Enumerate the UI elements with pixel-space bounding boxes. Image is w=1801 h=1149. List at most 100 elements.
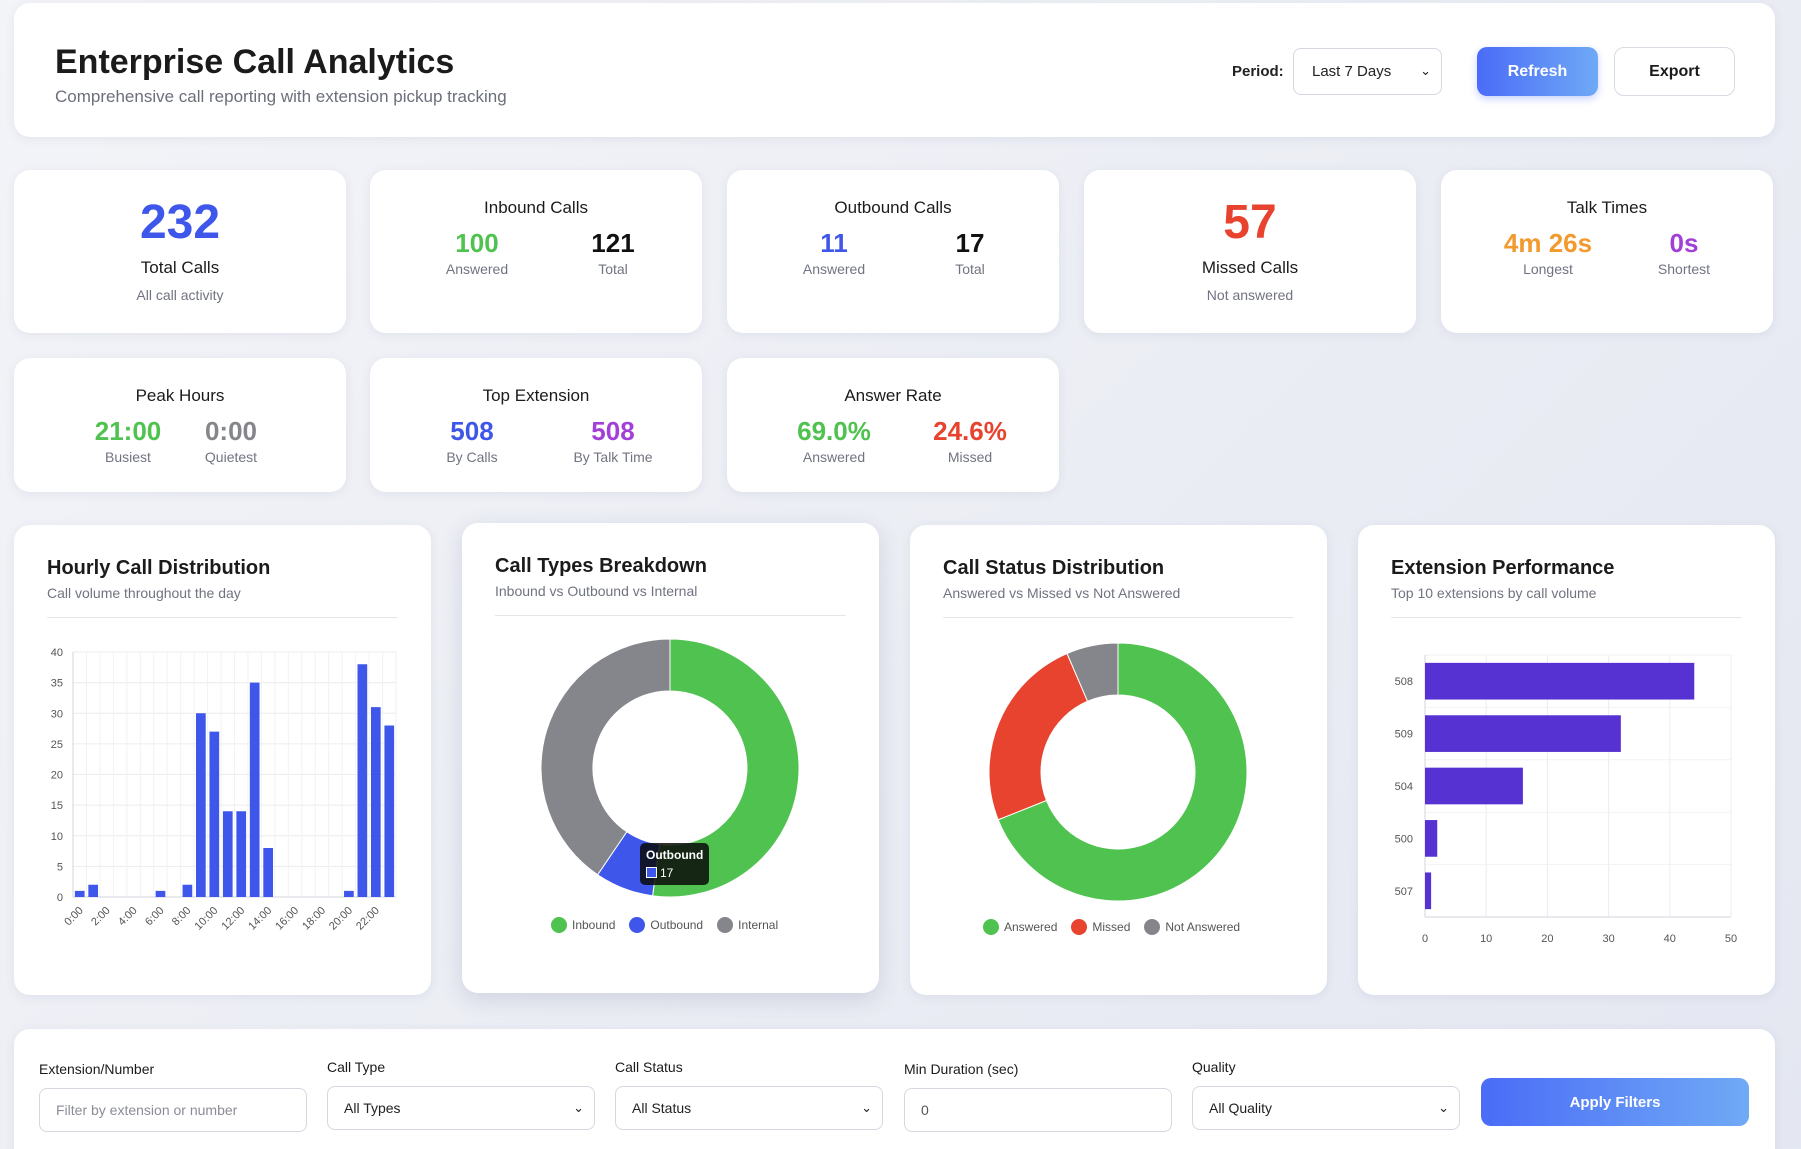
talk-longest-value: 4m 26s — [1503, 228, 1593, 258]
total-calls-value: 232 — [139, 196, 221, 249]
total-calls-sub: All call activity — [136, 287, 224, 303]
y-tick-label: 509 — [1395, 729, 1413, 741]
hourly-bar — [384, 725, 395, 897]
call-status-slice — [1066, 642, 1119, 702]
top-ext-calls: 508 By Calls — [422, 416, 522, 465]
top-ext-talk-label: By Talk Time — [573, 449, 653, 465]
filter-call-type: Call Type All Types ⌄ — [327, 1059, 595, 1130]
call-type-select-value: All Types — [344, 1100, 401, 1116]
call-status-legend-item[interactable]: Not Answered — [1144, 919, 1240, 935]
hourly-bar — [249, 682, 260, 897]
top-ext-calls-label: By Calls — [446, 449, 498, 465]
x-tick-label: 8:00 — [170, 905, 194, 929]
peak-quietest-label: Quietest — [204, 449, 258, 465]
call-status-donut — [988, 642, 1248, 902]
call-status-legend-item[interactable]: Answered — [983, 919, 1057, 935]
y-tick-label: 25 — [51, 739, 63, 751]
apply-filters-button[interactable]: Apply Filters — [1481, 1078, 1749, 1126]
call-status-subtitle: Answered vs Missed vs Not Answered — [943, 585, 1181, 601]
missed-calls-value: 57 — [1223, 196, 1277, 249]
inbound-answered-label: Answered — [445, 261, 509, 277]
filter-min-duration-label: Min Duration (sec) — [904, 1061, 1019, 1077]
talk-longest-label: Longest — [1523, 261, 1573, 277]
talk-times-title: Talk Times — [1566, 198, 1648, 217]
legend-label: Outbound — [650, 918, 704, 932]
call-types-slice — [540, 638, 671, 876]
inbound-total-value: 121 — [591, 228, 635, 258]
answer-rate-missed-label: Missed — [947, 449, 993, 465]
extension-bar — [1425, 767, 1523, 805]
outbound-answered-label: Answered — [802, 261, 866, 277]
min-duration-input[interactable]: 0 — [904, 1088, 1172, 1132]
x-tick-label: 4:00 — [116, 905, 140, 929]
outbound-calls-title: Outbound Calls — [834, 198, 952, 217]
page-title: Enterprise Call Analytics — [55, 43, 455, 81]
missed-calls-label: Missed Calls — [1201, 258, 1299, 277]
call-types-title: Call Types Breakdown — [495, 555, 707, 577]
hourly-chart-title: Hourly Call Distribution — [47, 557, 271, 579]
call-status-title: Call Status Distribution — [943, 557, 1165, 579]
filter-call-status-label: Call Status — [615, 1059, 683, 1075]
filter-extension: Extension/Number Filter by extension or … — [39, 1061, 307, 1132]
chevron-down-icon: ⌄ — [1438, 1100, 1449, 1115]
missed-calls-card: 57 Missed Calls Not answered — [1084, 170, 1416, 333]
hourly-bar — [88, 884, 99, 897]
top-ext-calls-value: 508 — [450, 416, 494, 446]
call-status-chart-card: Call Status Distribution Answered vs Mis… — [910, 525, 1327, 995]
x-tick-label: 14:00 — [246, 905, 274, 933]
talk-shortest-value: 0s — [1669, 228, 1699, 258]
extension-bar — [1425, 872, 1432, 910]
call-types-legend-item[interactable]: Inbound — [551, 917, 615, 933]
chevron-down-icon: ⌄ — [861, 1100, 872, 1115]
call-type-select[interactable]: All Types ⌄ — [327, 1086, 595, 1130]
call-status-select[interactable]: All Status ⌄ — [615, 1086, 883, 1130]
quality-select[interactable]: All Quality ⌄ — [1192, 1086, 1460, 1130]
inbound-total: 121 Total — [538, 228, 688, 277]
call-types-legend: Inbound Outbound Internal — [551, 917, 778, 933]
outbound-total: 17 Total — [895, 228, 1045, 277]
refresh-button[interactable]: Refresh — [1477, 47, 1598, 96]
y-tick-label: 10 — [51, 831, 63, 843]
hourly-bar — [74, 890, 85, 897]
x-tick-label: 10:00 — [192, 905, 220, 933]
top-extension-title: Top Extension — [482, 386, 590, 405]
call-types-chart-card: Call Types Breakdown Inbound vs Outbound… — [462, 523, 879, 993]
x-tick-label: 2:00 — [89, 905, 113, 929]
extension-filter-input[interactable]: Filter by extension or number — [39, 1088, 307, 1132]
hourly-bar — [155, 890, 166, 897]
divider — [47, 617, 398, 618]
x-tick-label: 0:00 — [62, 905, 86, 929]
talk-shortest-label: Shortest — [1657, 261, 1711, 277]
hourly-bar — [196, 713, 206, 897]
answer-rate-missed-value: 24.6% — [933, 416, 1007, 446]
quality-select-value: All Quality — [1209, 1100, 1273, 1116]
tooltip-title: Outbound — [646, 848, 704, 862]
call-types-legend-item[interactable]: Outbound — [629, 917, 703, 933]
x-tick-label: 20 — [1541, 933, 1553, 945]
peak-hours-card: Peak Hours 21:00 Busiest 0:00 Quietest — [14, 358, 346, 492]
x-tick-label: 22:00 — [354, 905, 382, 933]
peak-busiest: 21:00 Busiest — [53, 416, 203, 465]
tooltip-swatch — [646, 867, 657, 878]
legend-label: Missed — [1092, 920, 1131, 934]
call-types-legend-item[interactable]: Internal — [717, 917, 778, 933]
hourly-bar — [357, 664, 368, 897]
period-select[interactable]: Last 7 Days ⌄ — [1293, 48, 1442, 95]
legend-swatch — [551, 917, 567, 933]
page-subtitle: Comprehensive call reporting with extens… — [55, 87, 507, 106]
x-tick-label: 12:00 — [219, 905, 247, 933]
answer-rate-card: Answer Rate 69.0% Answered 24.6% Missed — [727, 358, 1059, 492]
legend-swatch — [717, 917, 734, 933]
export-button[interactable]: Export — [1614, 47, 1735, 96]
legend-swatch — [983, 919, 999, 935]
outbound-answered-value: 11 — [820, 228, 848, 258]
call-status-legend-item[interactable]: Missed — [1071, 919, 1130, 935]
answer-rate-answered-label: Answered — [802, 449, 866, 465]
y-tick-label: 500 — [1395, 833, 1413, 845]
extension-bar — [1425, 662, 1695, 700]
y-tick-label: 30 — [51, 708, 63, 720]
filter-call-status: Call Status All Status ⌄ — [615, 1059, 883, 1130]
y-tick-label: 15 — [51, 800, 63, 812]
extension-bar — [1425, 820, 1438, 857]
tooltip-value: 17 — [660, 866, 674, 880]
